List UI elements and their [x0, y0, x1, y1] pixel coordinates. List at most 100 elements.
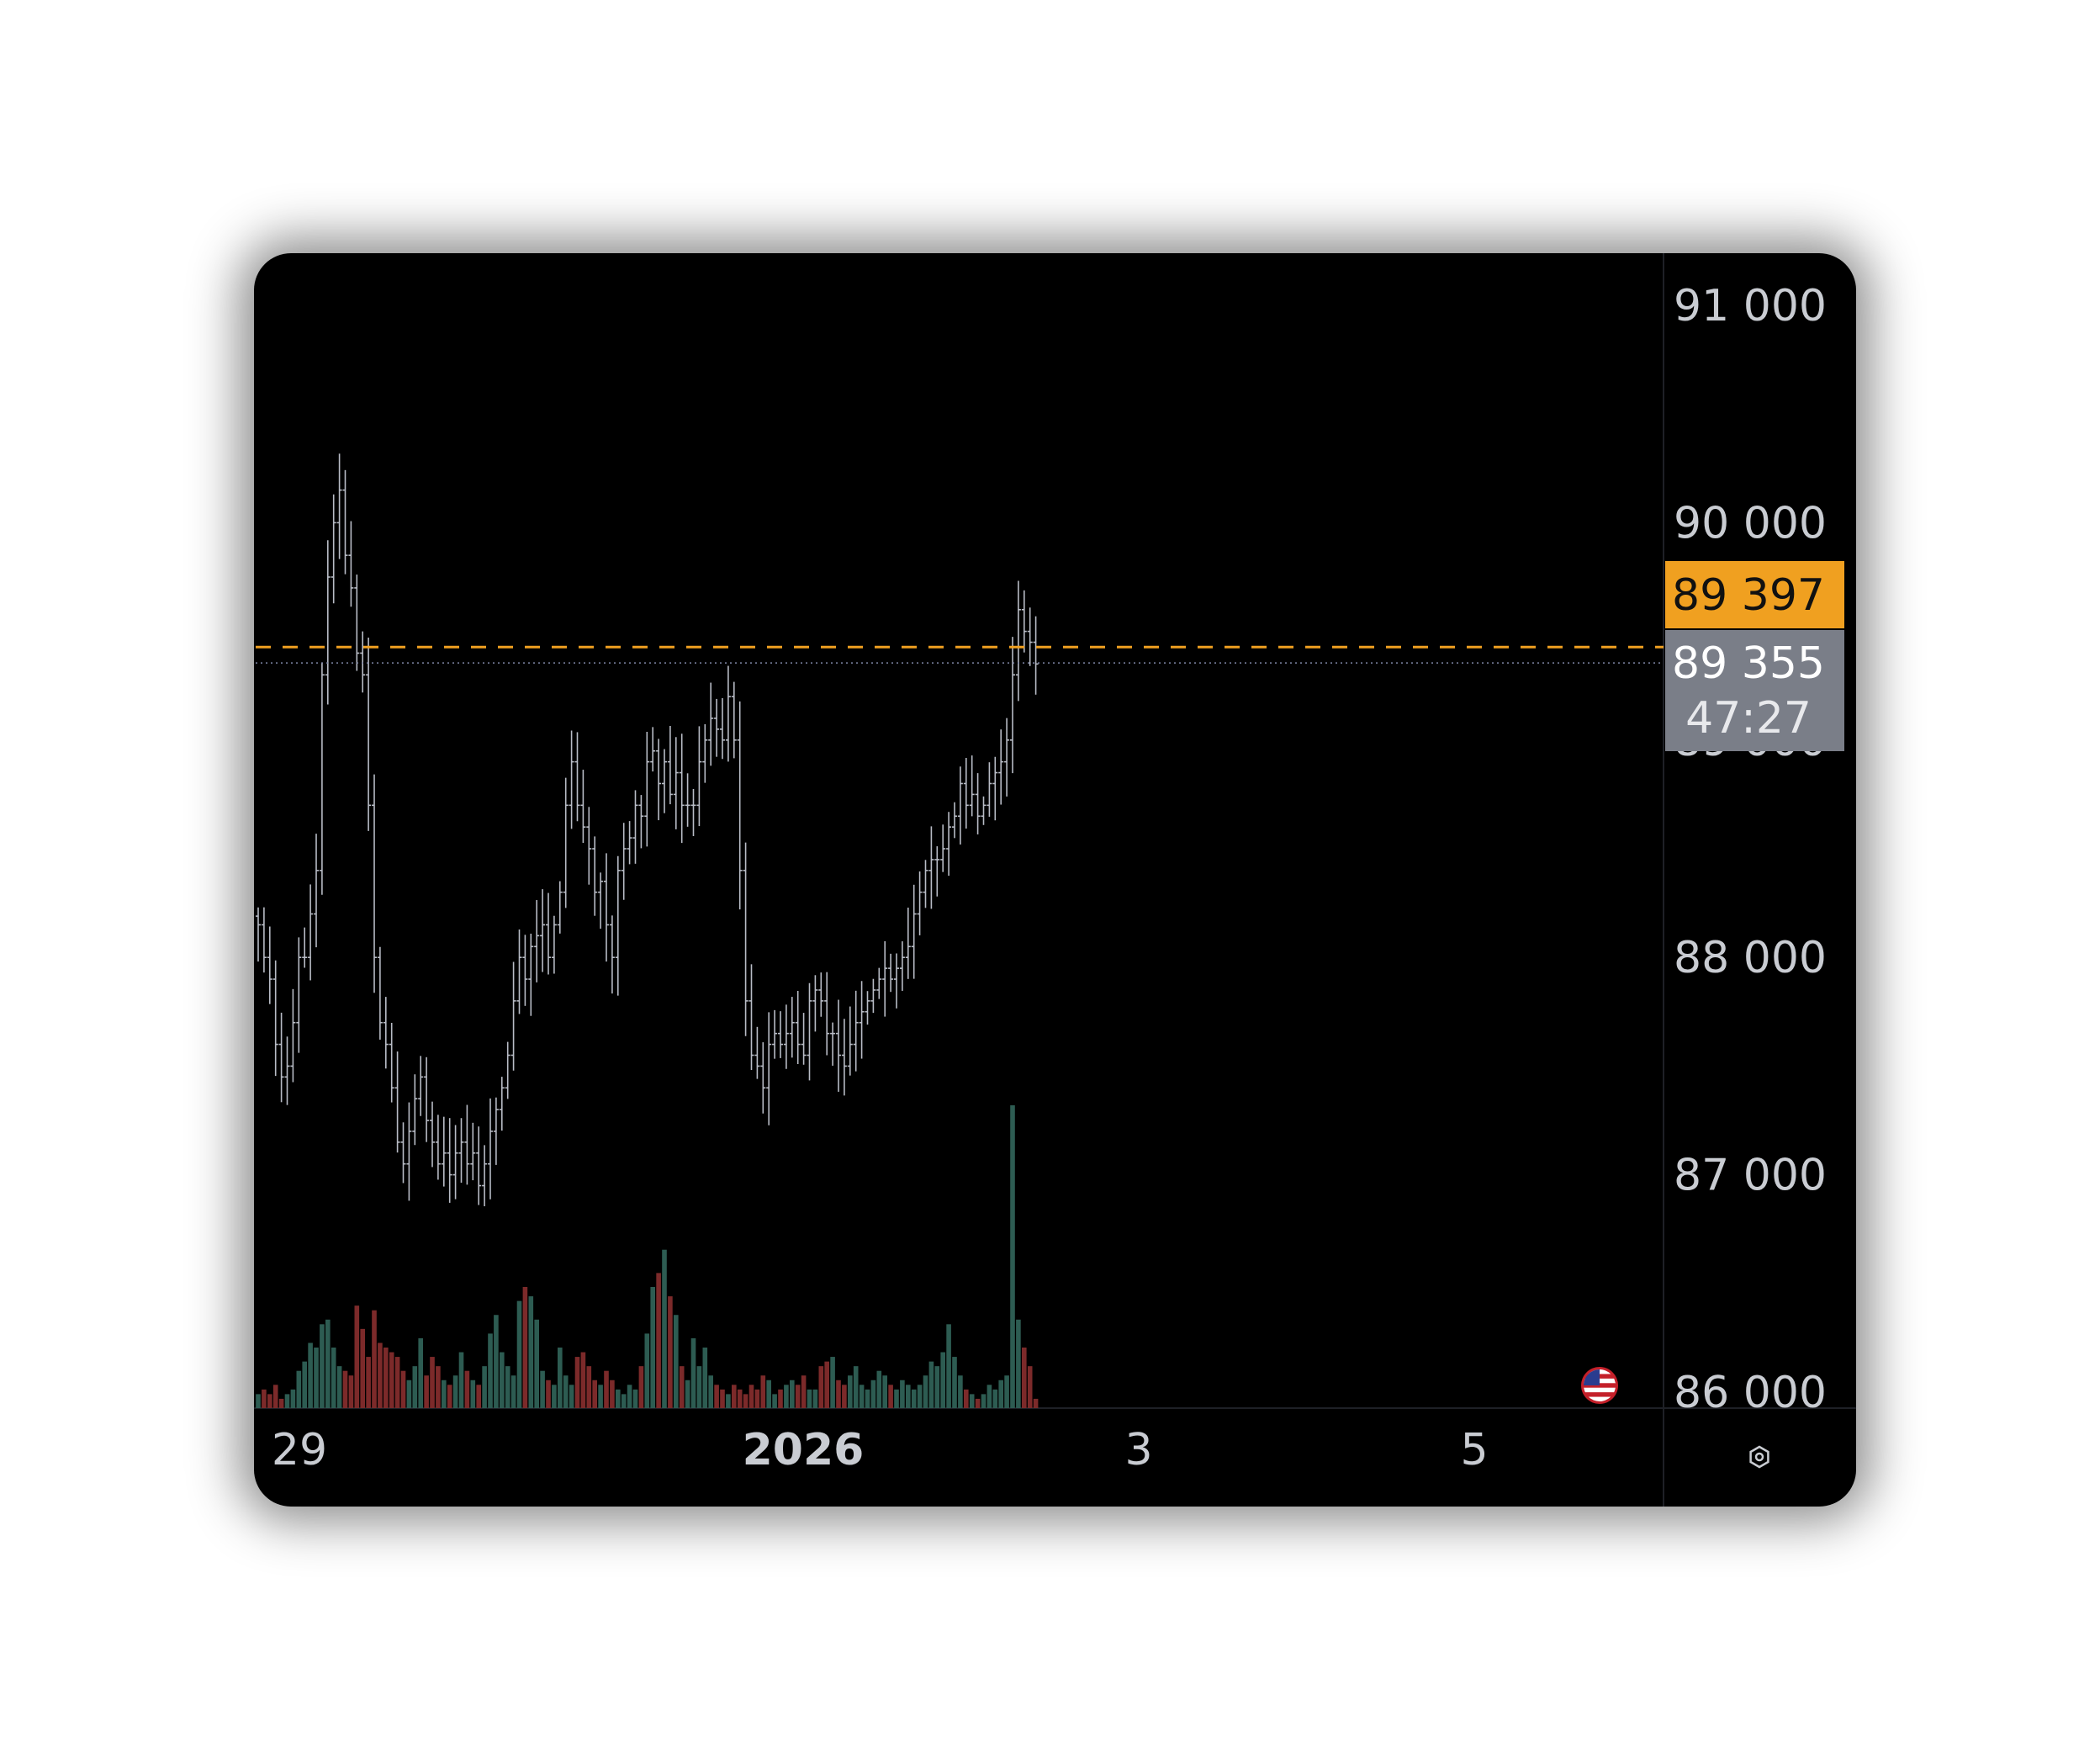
price-tick-label: 91 000 — [1674, 281, 1827, 331]
ohlc-bar — [714, 698, 720, 757]
volume-bar — [981, 1394, 987, 1408]
ohlc-bar — [609, 915, 615, 994]
volume-bar — [482, 1366, 487, 1408]
volume-bar — [400, 1370, 406, 1408]
volume-bar — [842, 1385, 847, 1408]
ohlc-bar — [400, 1122, 406, 1184]
volume-bar — [256, 1394, 261, 1408]
volume-bar — [563, 1375, 569, 1408]
ohlc-bar — [580, 770, 586, 844]
volume-bar — [325, 1319, 331, 1408]
ohlc-bar — [754, 1026, 760, 1079]
time-axis[interactable]: 29 2026 3 5 — [272, 1425, 1489, 1475]
flag-stripe — [1584, 1387, 1616, 1393]
ohlc-bar — [592, 836, 598, 916]
volume-bar — [1016, 1319, 1021, 1408]
volume-bar — [442, 1380, 447, 1408]
ohlc-bar — [847, 1006, 853, 1076]
volume-bar — [366, 1357, 371, 1408]
volume-bar — [1010, 1105, 1015, 1408]
ohlc-bar — [336, 453, 342, 559]
ohlc-bars — [256, 453, 1039, 1207]
ohlc-bar — [969, 755, 975, 817]
ohlc-bar — [957, 766, 963, 845]
volume-bar — [766, 1380, 771, 1408]
volume-bar — [668, 1296, 673, 1408]
ohlc-bar — [743, 842, 748, 1036]
volume-bar — [262, 1389, 267, 1408]
volume-bar — [1004, 1375, 1009, 1408]
time-tick-label: 5 — [1460, 1425, 1488, 1475]
ohlc-bar — [632, 790, 638, 864]
volume-bar — [917, 1385, 923, 1408]
ohlc-bar — [627, 821, 632, 865]
volume-bar — [702, 1348, 708, 1408]
ohlc-bar — [865, 991, 870, 1025]
reference-price-badge: 89 397 — [1665, 561, 1844, 628]
volume-bar — [952, 1357, 957, 1408]
volume-bar — [876, 1370, 882, 1408]
volume-bar — [430, 1357, 435, 1408]
ohlc-bar — [778, 1011, 783, 1058]
ohlc-bar — [499, 1077, 505, 1131]
volume-bar — [662, 1249, 667, 1408]
us-flag-icon[interactable] — [1581, 1367, 1618, 1404]
ohlc-bar — [563, 777, 569, 908]
volume-bar — [928, 1361, 934, 1408]
volume-bar — [447, 1385, 452, 1408]
volume-bar — [516, 1300, 522, 1408]
volume-bar — [853, 1366, 859, 1408]
ohlc-bar — [656, 739, 662, 821]
settings-icon[interactable] — [1749, 1445, 1769, 1469]
ohlc-bar — [975, 773, 981, 834]
volume-bar — [360, 1328, 365, 1408]
reference-badge-label: 89 397 — [1672, 570, 1825, 621]
ohlc-bar — [435, 1115, 441, 1180]
ohlc-bar — [424, 1057, 430, 1142]
volume-bar — [278, 1398, 284, 1408]
volume-bar — [644, 1333, 650, 1408]
volume-bar — [714, 1385, 719, 1408]
ohlc-bar — [319, 662, 325, 895]
volume-bar — [452, 1375, 458, 1408]
ohlc-bar — [824, 972, 830, 1056]
volume-bar — [436, 1366, 441, 1408]
last-price-label: 89 355 — [1672, 638, 1825, 689]
ohlc-bar — [928, 826, 934, 909]
ohlc-bar — [290, 988, 296, 1083]
volume-bar — [384, 1348, 389, 1408]
volume-bar — [760, 1375, 766, 1408]
ohlc-bar — [615, 855, 621, 996]
ohlc-bar — [888, 953, 894, 993]
volume-bar — [389, 1352, 394, 1408]
volume-bar — [632, 1389, 638, 1408]
volume-bar — [552, 1385, 557, 1408]
volume-bar — [638, 1366, 644, 1408]
ohlc-bar — [1015, 580, 1021, 702]
ohlc-bar — [621, 823, 627, 900]
volume-bar — [754, 1389, 760, 1408]
ohlc-bar — [476, 1126, 482, 1205]
ohlc-bar — [772, 1009, 778, 1059]
volume-bar — [848, 1375, 853, 1408]
ohlc-bar — [1033, 616, 1039, 695]
volume-bar — [510, 1375, 516, 1408]
ohlc-bar — [760, 1042, 766, 1114]
volume-bar — [272, 1385, 278, 1408]
ohlc-bar — [302, 927, 308, 968]
ohlc-bar — [807, 982, 812, 1081]
volume-bar — [372, 1310, 377, 1408]
ohlc-bar — [325, 540, 331, 705]
volume-bar — [418, 1337, 423, 1408]
ohlc-bar — [917, 871, 923, 935]
ohlc-bar — [510, 961, 516, 1071]
volume-bar — [540, 1370, 545, 1408]
volume-bar — [911, 1389, 917, 1408]
ohlc-bar — [296, 937, 302, 1053]
volume-bar — [969, 1394, 975, 1408]
ohlc-bar — [267, 926, 272, 1004]
volume-bar — [528, 1296, 534, 1408]
volume-bar — [934, 1366, 940, 1408]
